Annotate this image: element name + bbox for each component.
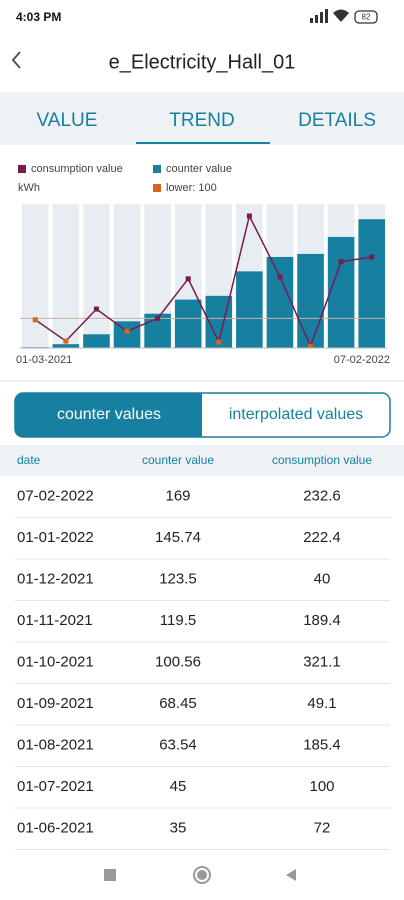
- column-header: consumption value: [272, 453, 372, 467]
- table-cell: 01-06-2021: [17, 820, 94, 837]
- y-axis-label: kWh: [18, 182, 40, 194]
- table-cell: 35: [170, 820, 187, 837]
- tab[interactable]: DETAILS: [298, 110, 376, 131]
- table-cell: 100.56: [155, 654, 201, 671]
- table-cell: 01-12-2021: [17, 571, 94, 588]
- toggle-option[interactable]: interpolated values: [229, 406, 363, 423]
- bar: [236, 271, 263, 348]
- table-cell: 119.5: [160, 612, 196, 629]
- point: [308, 343, 314, 349]
- bar: [83, 334, 110, 348]
- line: [34, 213, 372, 349]
- legend-label: consumption value: [31, 163, 123, 175]
- table-cell: 68.45: [159, 695, 197, 712]
- nav-home[interactable]: [193, 866, 211, 884]
- table-cell: 189.4: [303, 612, 341, 629]
- legend-label: counter value: [166, 163, 232, 175]
- bar: [358, 219, 385, 348]
- table-cell: 321.1: [303, 654, 341, 671]
- toggle-option[interactable]: counter values: [57, 406, 161, 423]
- point: [185, 276, 191, 282]
- table-cell: 222.4: [303, 529, 341, 546]
- table-cell: 45: [170, 778, 187, 795]
- point: [63, 338, 69, 344]
- tab-bar: [0, 92, 404, 145]
- page-title: e_Electricity_Hall_01: [109, 51, 296, 73]
- column-background: [52, 204, 80, 348]
- table-cell: 01-08-2021: [17, 737, 94, 754]
- nav-bar: [104, 866, 296, 884]
- point: [277, 274, 283, 280]
- x-tick-label: 01-03-2021: [16, 354, 72, 366]
- tab[interactable]: VALUE: [37, 110, 98, 131]
- table-cell: 01-09-2021: [17, 695, 94, 712]
- legend-swatch: [153, 165, 161, 173]
- table-cell: 145.74: [155, 529, 201, 546]
- point: [246, 213, 252, 219]
- table-cell: 123.5: [159, 571, 197, 588]
- table-cell: 01-11-2021: [17, 612, 93, 629]
- point: [216, 339, 222, 345]
- tab-active[interactable]: TREND: [169, 110, 234, 131]
- table-cell: 169: [165, 488, 190, 505]
- back-button[interactable]: [11, 51, 21, 69]
- table-cell: 185.4: [303, 737, 341, 754]
- bar: [297, 253, 324, 348]
- point: [93, 306, 99, 312]
- legend-label: lower: 100: [166, 182, 217, 194]
- table-cell: 01-01-2022: [17, 529, 94, 546]
- bar: [266, 256, 294, 348]
- point: [155, 315, 161, 321]
- point: [32, 317, 38, 323]
- column-background: [22, 204, 49, 348]
- column-header: counter value: [142, 453, 214, 467]
- table-cell: 01-07-2021: [17, 778, 94, 795]
- bar: [174, 299, 202, 348]
- column-background: [83, 204, 110, 348]
- table-header: [0, 445, 404, 476]
- nav-recent[interactable]: [104, 869, 116, 881]
- column-header: date: [17, 453, 41, 467]
- table-cell: 100: [309, 778, 334, 795]
- table-cell: 07-02-2022: [17, 488, 94, 505]
- point: [124, 328, 130, 334]
- point: [369, 254, 375, 260]
- table-cell: 72: [314, 820, 331, 837]
- table-cell: 232.6: [303, 488, 341, 505]
- table-cell: 01-10-2021: [17, 654, 94, 671]
- legend-swatch: [18, 165, 26, 173]
- table-cell: 40: [314, 571, 331, 588]
- nav-back[interactable]: [286, 869, 296, 881]
- status-time: 4:03 PM: [16, 10, 61, 24]
- table-cell: 63.54: [159, 737, 197, 754]
- status-icons: [310, 9, 378, 24]
- tab-indicator: [136, 142, 270, 144]
- bar: [52, 344, 80, 348]
- point: [338, 259, 344, 265]
- table-cell: 49.1: [307, 695, 336, 712]
- battery-level: 82: [362, 13, 371, 22]
- bar: [327, 236, 355, 348]
- x-tick-label: 07-02-2022: [334, 354, 390, 366]
- toggle-active: [15, 393, 202, 437]
- legend-swatch: [153, 184, 161, 192]
